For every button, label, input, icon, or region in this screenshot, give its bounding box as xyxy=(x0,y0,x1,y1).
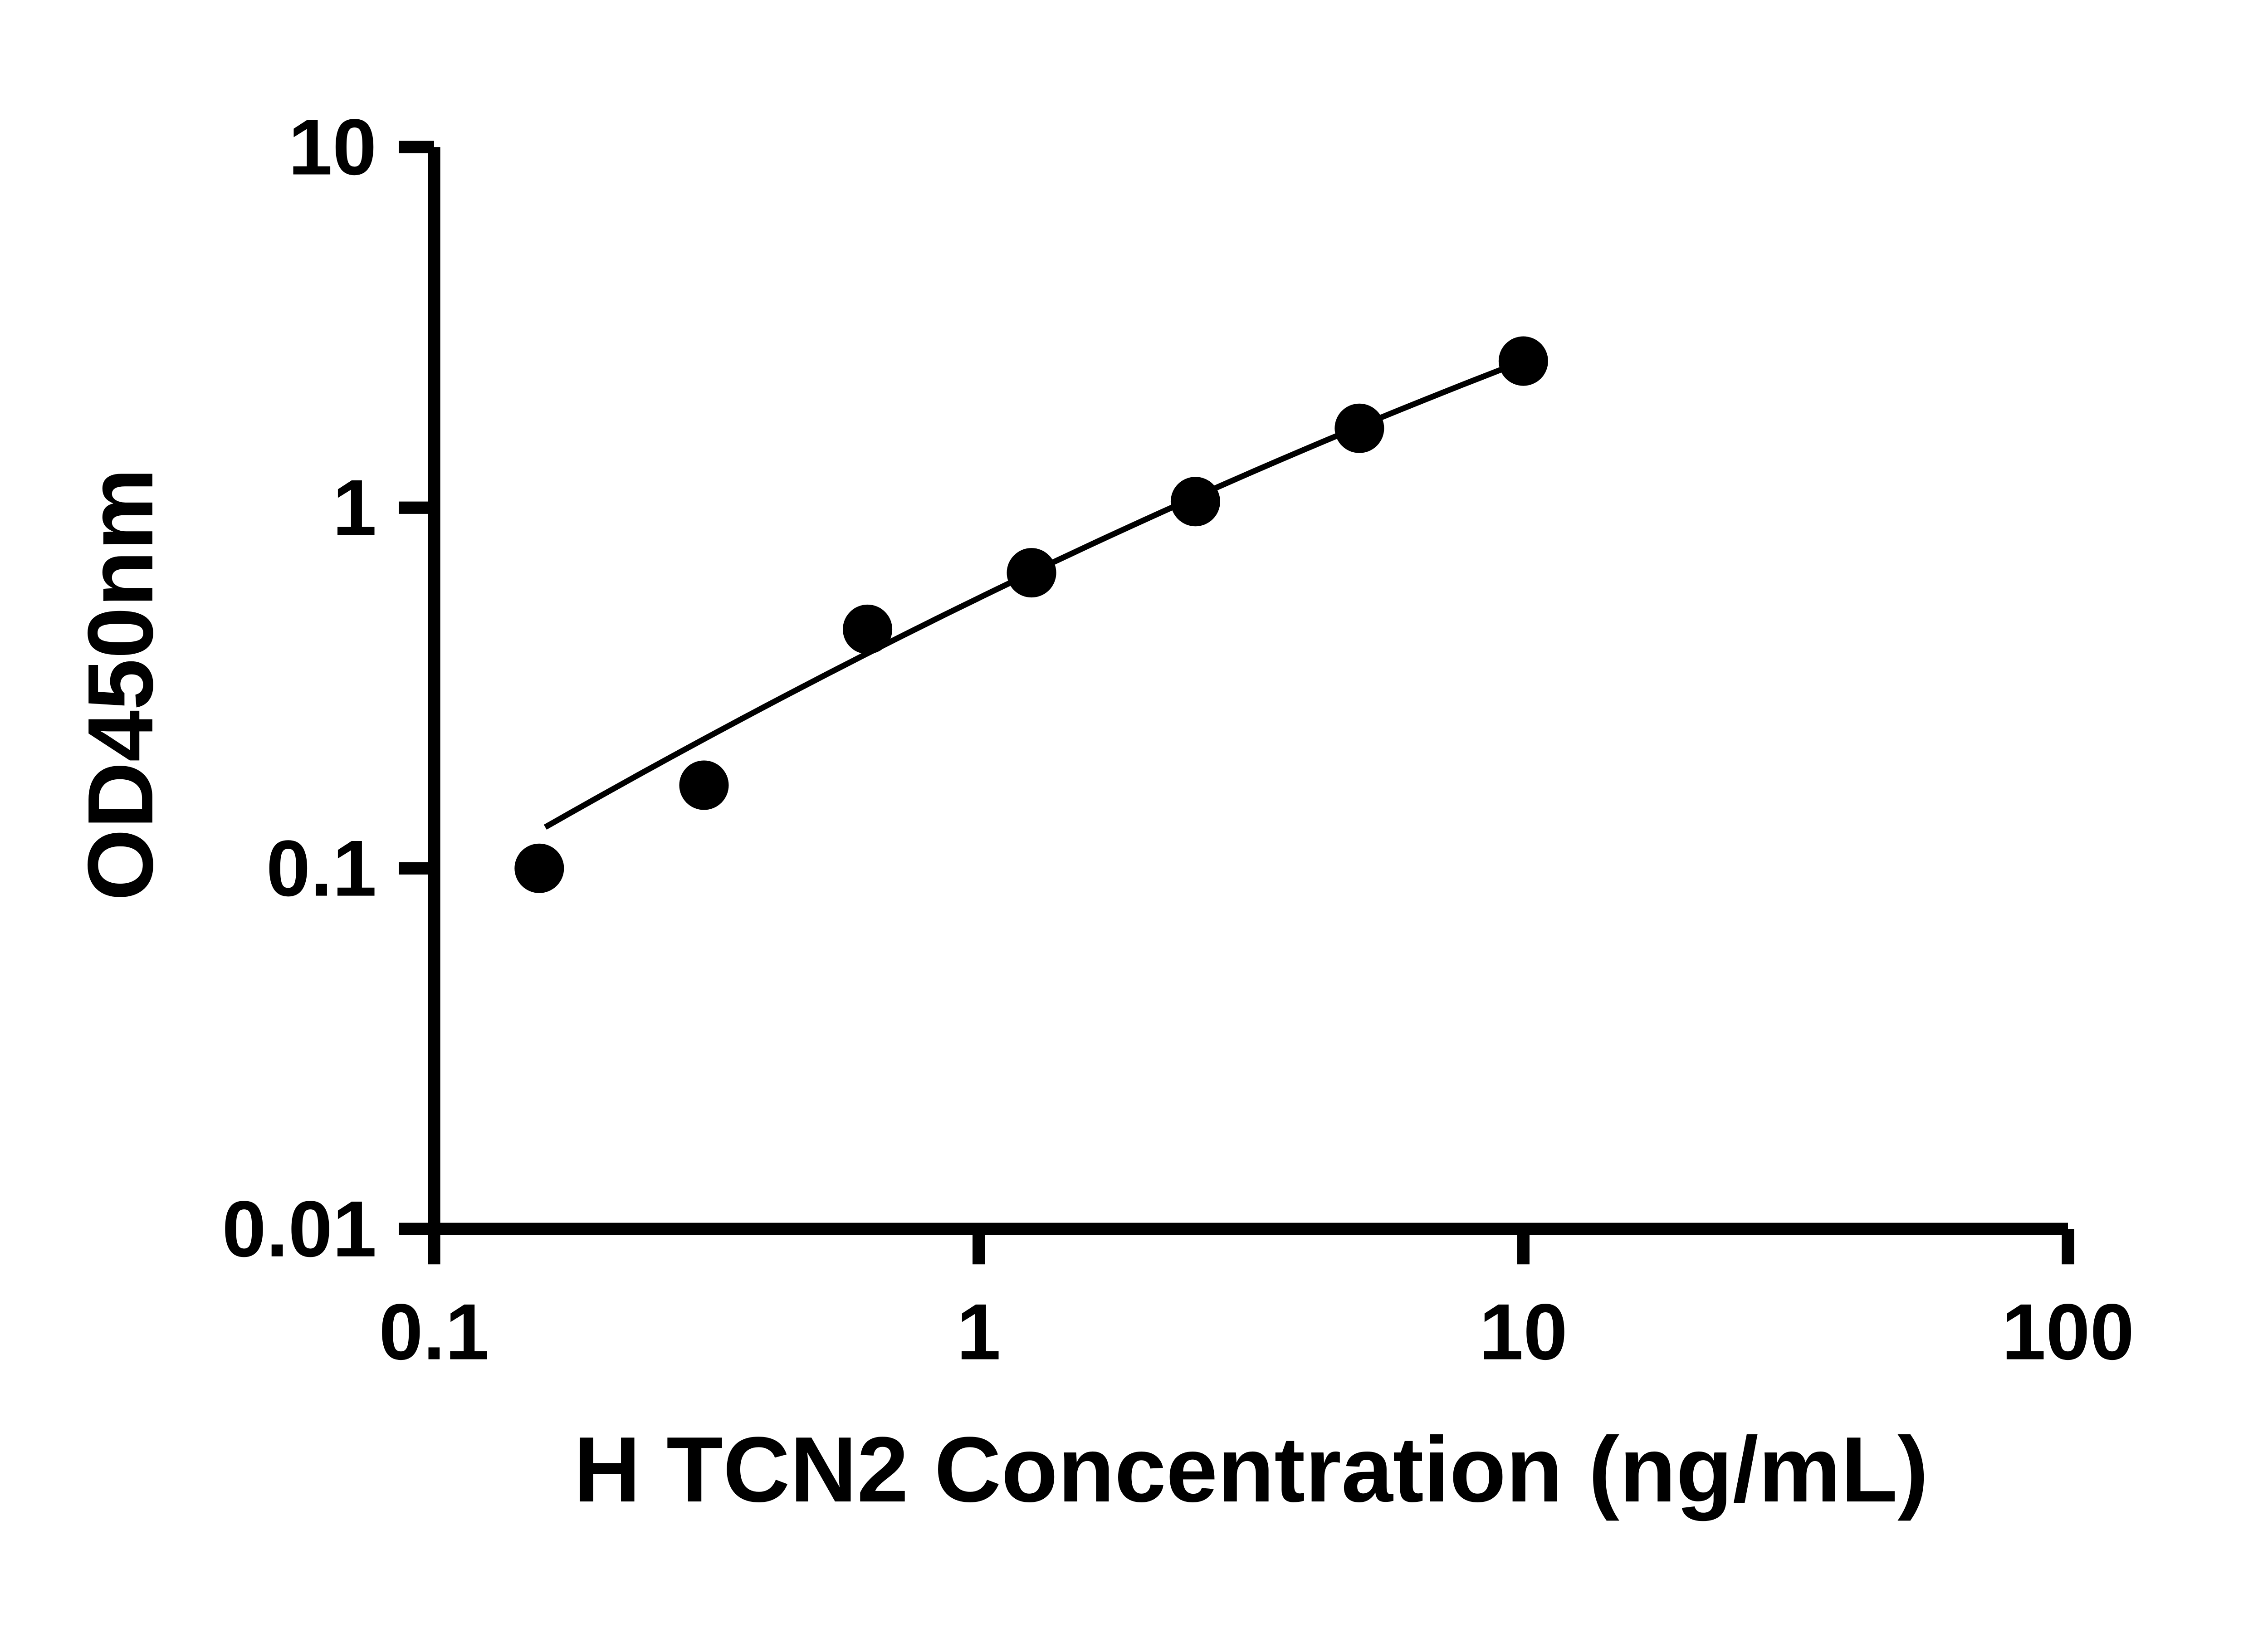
data-point xyxy=(1498,336,1548,386)
y-tick-label: 1 xyxy=(332,464,376,552)
data-point xyxy=(843,604,893,654)
y-tick-label: 10 xyxy=(288,103,377,192)
x-tick-label: 100 xyxy=(2002,1287,2134,1376)
x-axis-title: H TCN2 Concentration (ng/mL) xyxy=(574,1418,1929,1521)
y-axis-title: OD450nm xyxy=(69,468,172,901)
data-point xyxy=(1170,477,1220,527)
x-tick-label: 0.1 xyxy=(379,1287,489,1376)
data-point xyxy=(514,843,564,893)
data-point xyxy=(1334,403,1384,453)
x-tick-label: 10 xyxy=(1479,1287,1568,1376)
data-point xyxy=(679,760,729,810)
y-tick-label: 0.01 xyxy=(222,1185,376,1274)
y-tick-label: 0.1 xyxy=(266,824,377,913)
x-tick-label: 1 xyxy=(957,1287,1001,1376)
data-point xyxy=(1007,548,1056,598)
chart-page: 0.1 1 10 100 0.01 0.1 1 10 H TCN2 Concentration… xyxy=(68,103,2135,1521)
